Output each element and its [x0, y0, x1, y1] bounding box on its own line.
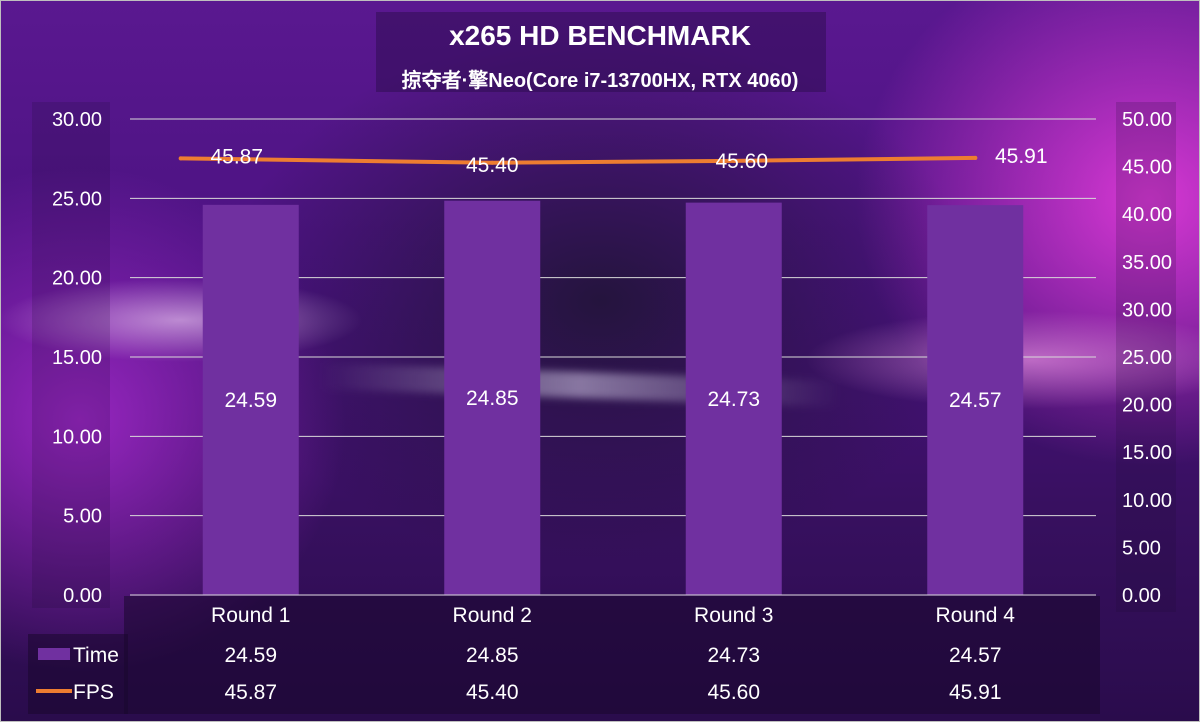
bar	[202, 204, 299, 595]
bar-data-label: 24.59	[224, 389, 277, 412]
right-axis-tick-label: 45.00	[1122, 157, 1172, 179]
chart-title: x265 HD BENCHMARK	[449, 20, 751, 51]
right-axis-tick-label: 5.00	[1122, 537, 1161, 559]
table-time-value: 24.73	[707, 644, 760, 667]
fps-data-label: 45.40	[466, 154, 519, 177]
bar-data-label: 24.73	[707, 388, 760, 411]
right-axis-tick-label: 15.00	[1122, 442, 1172, 464]
fps-data-label: 45.60	[715, 150, 768, 173]
left-axis-tick-label: 20.00	[52, 268, 102, 290]
data-table-backdrop	[124, 596, 1100, 714]
left-axis-tick-label: 10.00	[52, 426, 102, 448]
left-axis-tick-label: 25.00	[52, 188, 102, 210]
right-axis-tick-label: 30.00	[1122, 299, 1172, 321]
fps-line	[178, 155, 978, 165]
fps-data-label: 45.87	[210, 145, 263, 168]
legend-label-fps: FPS	[73, 681, 114, 704]
table-fps-value: 45.40	[466, 681, 519, 704]
right-axis-tick-label: 10.00	[1122, 490, 1172, 512]
left-axis-tick-label: 0.00	[63, 585, 102, 607]
chart-subtitle: 掠夺者·擎Neo(Core i7-13700HX, RTX 4060)	[401, 70, 799, 92]
bar	[927, 205, 1024, 595]
right-axis-tick-label: 50.00	[1122, 109, 1172, 131]
right-axis-tick-label: 40.00	[1122, 204, 1172, 226]
legend-label-time: Time	[73, 644, 119, 667]
legend-key-time	[38, 648, 70, 660]
table-category-label: Round 1	[211, 604, 290, 627]
right-axis-tick-label: 25.00	[1122, 347, 1172, 369]
fps-point	[731, 158, 736, 163]
fps-data-label: 45.91	[995, 145, 1048, 168]
legend-backdrop	[28, 634, 128, 714]
fps-point	[490, 160, 495, 165]
right-axis-tick-label: 20.00	[1122, 395, 1172, 417]
left-axis-tick-label: 5.00	[63, 506, 102, 528]
table-category-label: Round 4	[936, 604, 1016, 627]
left-axis-tick-label: 30.00	[52, 109, 102, 131]
fps-point	[973, 155, 978, 160]
bar	[685, 202, 782, 595]
left-axis-backdrop	[32, 102, 110, 608]
bar	[444, 200, 541, 596]
fps-point	[178, 156, 183, 161]
table-time-value: 24.85	[466, 644, 519, 667]
table-time-value: 24.59	[224, 644, 277, 667]
bar-data-label: 24.57	[949, 389, 1002, 412]
table-fps-value: 45.91	[949, 681, 1002, 704]
bar-data-label: 24.85	[466, 387, 519, 410]
table-category-label: Round 2	[453, 604, 532, 627]
right-axis-tick-label: 0.00	[1122, 585, 1161, 607]
table-time-value: 24.57	[949, 644, 1002, 667]
table-fps-value: 45.87	[224, 681, 277, 704]
title-box	[376, 12, 826, 92]
table-category-label: Round 3	[694, 604, 773, 627]
right-axis-backdrop	[1116, 102, 1176, 612]
table-fps-value: 45.60	[707, 681, 760, 704]
right-axis-tick-label: 35.00	[1122, 252, 1172, 274]
left-axis-tick-label: 15.00	[52, 347, 102, 369]
